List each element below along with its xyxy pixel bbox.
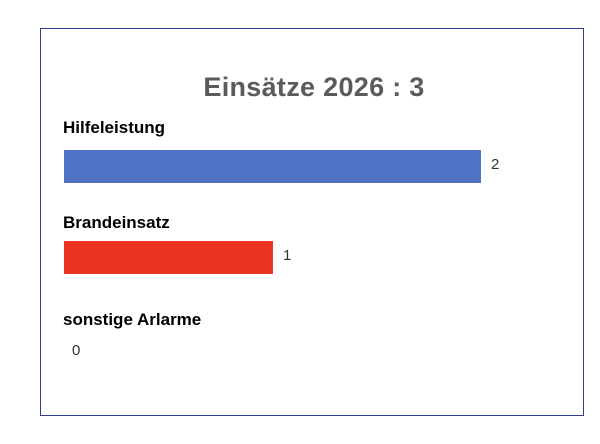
bar [64, 150, 481, 183]
category-label: Brandeinsatz [63, 213, 170, 232]
category-label: sonstige Arlarme [63, 310, 202, 329]
data-label: 2 [491, 156, 500, 173]
category-label: Hilfeleistung [63, 118, 166, 137]
chart-title: Einsätze 2026 : 3 [203, 72, 425, 102]
data-label: 0 [72, 342, 81, 359]
bar [64, 241, 273, 274]
data-label: 1 [283, 247, 292, 264]
chart-frame [40, 28, 584, 416]
